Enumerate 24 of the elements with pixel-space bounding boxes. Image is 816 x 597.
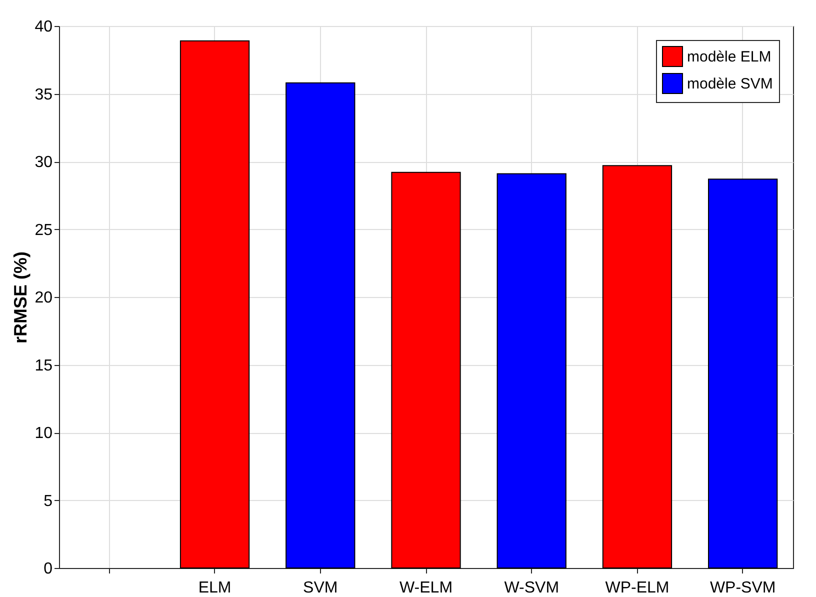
bar [708, 178, 778, 568]
x-tick-label: ELM [198, 580, 232, 596]
legend-label: modèle ELM [687, 48, 772, 66]
bar [391, 172, 461, 568]
y-tick-label: 15 [34, 357, 53, 374]
x-tick-label: W-ELM [399, 580, 453, 596]
y-tick-label: 25 [34, 222, 53, 239]
x-tick-label: WP-SVM [710, 580, 776, 596]
y-tick-label: 5 [44, 492, 53, 510]
y-tick-label: 0 [44, 560, 53, 578]
x-tick-label: W-SVM [504, 580, 560, 596]
y-tick-label: 35 [34, 86, 53, 104]
y-tick-label: 20 [34, 290, 53, 306]
y-axis-title: rRMSE (%) [10, 251, 31, 344]
y-tick-label: 30 [34, 154, 53, 171]
x-tick-label: SVM [303, 580, 338, 596]
bar [286, 82, 356, 568]
bar [496, 173, 566, 568]
bar [180, 40, 250, 568]
bar [602, 165, 672, 568]
legend-label: modèle SVM [687, 76, 773, 92]
y-tick-label: 40 [34, 18, 53, 36]
x-tick-label: WP-ELM [605, 580, 670, 596]
y-tick-label: 10 [34, 425, 53, 442]
